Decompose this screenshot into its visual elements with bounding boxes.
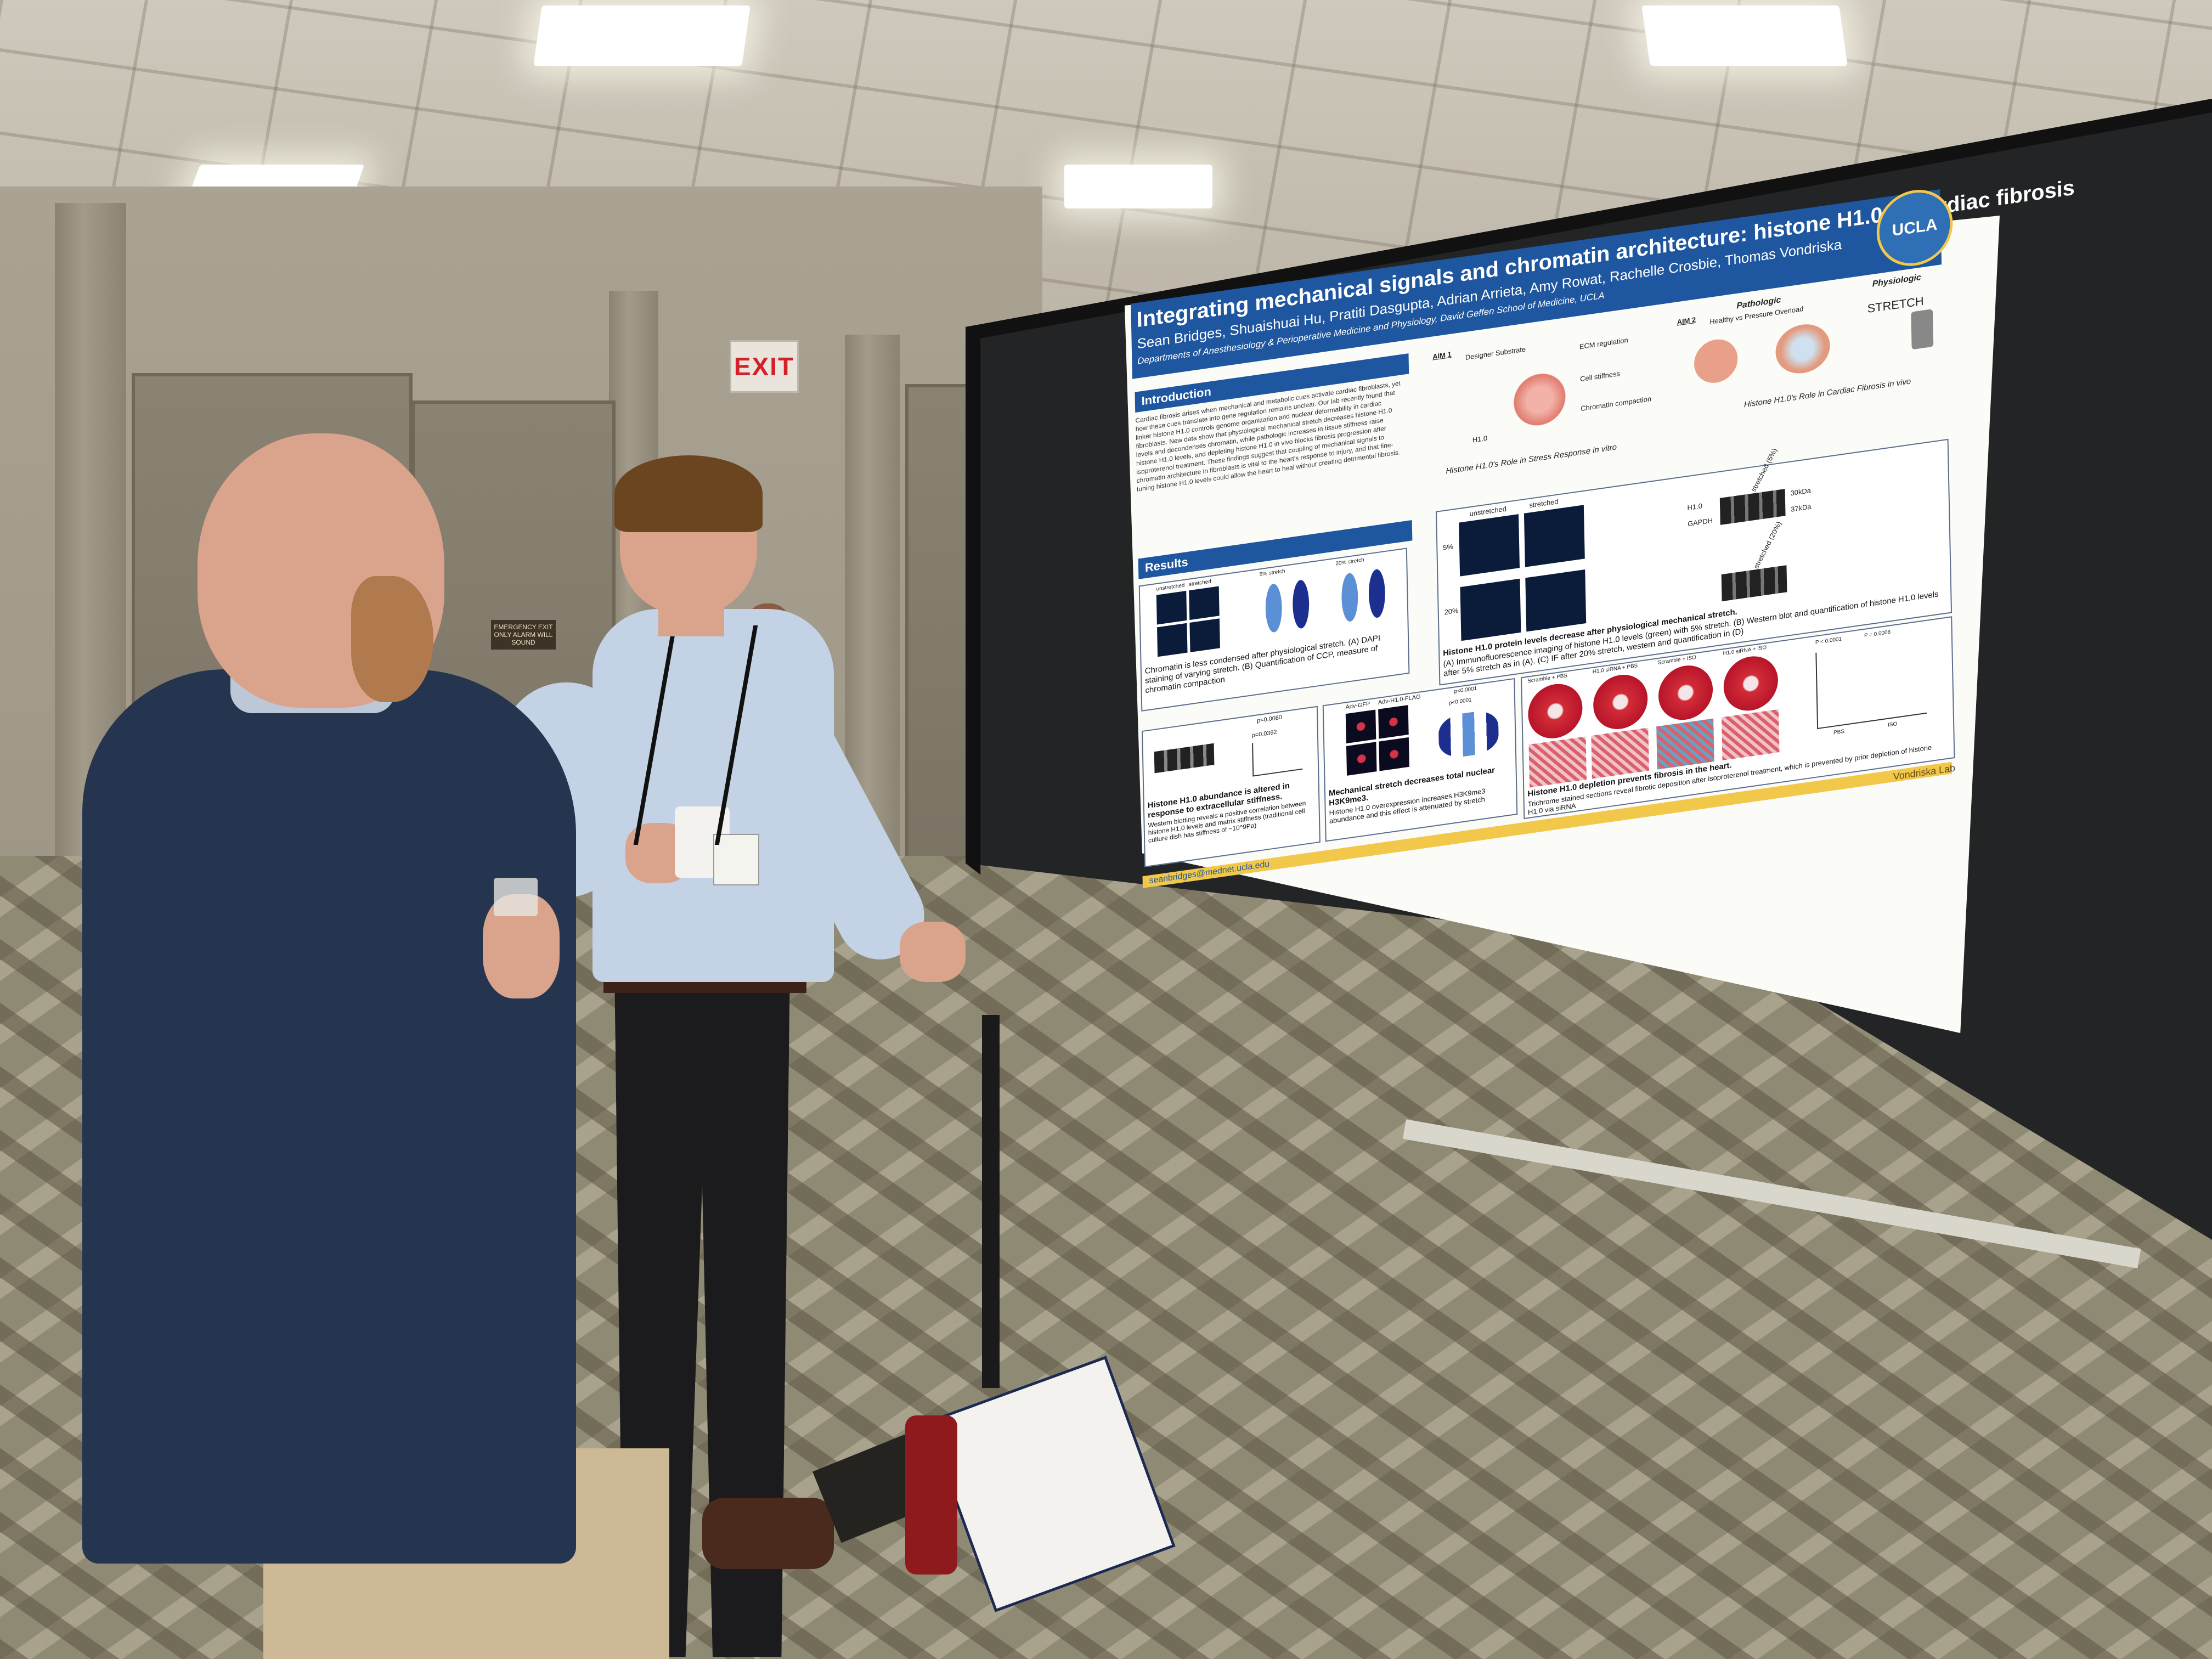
aim1-item: Cell stiffness — [1580, 369, 1621, 383]
aim2-label: AIM 2 — [1677, 315, 1696, 326]
blot-header: stretched (5%) — [1749, 447, 1779, 493]
aim1-item: H1.0 — [1472, 433, 1488, 444]
plastic-cup — [494, 878, 538, 916]
trichrome-image — [1591, 727, 1649, 779]
panel-label: Scramble + ISO — [1657, 654, 1697, 666]
microscopy-image — [1379, 737, 1409, 771]
exit-sign-text: EXIT — [733, 352, 795, 381]
heart-section-image — [1658, 662, 1714, 724]
aim2-physiologic: Physiologic — [1872, 273, 1921, 289]
panel-label: H1.0 siRNA + ISO — [1723, 644, 1767, 657]
western-blot — [1719, 489, 1786, 525]
blot-label: H1.0 — [1687, 501, 1702, 512]
microscopy-image — [1189, 618, 1220, 652]
panel-label: stretched — [1188, 578, 1211, 588]
violin-plot — [1368, 568, 1386, 619]
microscopy-image — [1459, 514, 1520, 577]
panel-label: unstretched — [1469, 504, 1507, 518]
aim2-caption: Histone H1.0's Role in Cardiac Fibrosis … — [1743, 376, 1911, 410]
visitor-jacket — [82, 669, 576, 1564]
blot-label: 30kDa — [1790, 486, 1812, 498]
aim1-item: Designer Substrate — [1465, 345, 1526, 362]
microscopy-image — [1378, 705, 1409, 739]
blot-label: GAPDH — [1688, 516, 1713, 528]
board-leg — [982, 1015, 1000, 1388]
heart-section-image — [1593, 671, 1649, 733]
stiffness-panel: p=0.0080 p=0.0392 Histone H1.0 abundance… — [1142, 706, 1321, 868]
violin-plot — [1438, 708, 1499, 760]
p-value: P = 0.0008 — [1864, 629, 1891, 639]
aim1-box: AIM 1 Designer Substrate ECM regulation … — [1432, 320, 1663, 498]
blot-label: 37kDa — [1791, 502, 1812, 514]
presenter-shoes — [702, 1498, 834, 1569]
ceiling-light — [1064, 165, 1212, 208]
p-value: p<0.0001 — [1448, 697, 1472, 707]
ceiling-light — [1641, 5, 1848, 66]
panel-label: 5% stretch — [1259, 568, 1285, 578]
bar-chart — [1252, 736, 1303, 777]
aim1-caption: Histone H1.0's Role in Stress Response i… — [1446, 442, 1617, 476]
violin-plot — [1265, 583, 1283, 634]
fibrotic-tissue-icon — [1775, 320, 1831, 377]
p-value: p<0.0001 — [1454, 685, 1477, 695]
aim1-item: Chromatin compaction — [1581, 394, 1652, 413]
ceiling-light — [533, 5, 751, 66]
microscope-icon — [1911, 309, 1934, 350]
violin-plot — [1292, 579, 1310, 630]
microscopy-image — [1157, 623, 1188, 657]
blot-header: stretched (20%) — [1752, 520, 1784, 570]
panel-label: 20% stretch — [1335, 557, 1364, 567]
microscopy-image — [1345, 709, 1376, 744]
panel-label: Scramble + PBS — [1527, 673, 1568, 685]
panel-label: 20% — [1444, 606, 1459, 617]
exit-sign: EXIT — [730, 340, 799, 393]
p-value: p=0.0080 — [1257, 714, 1283, 725]
aim1-label: AIM 1 — [1432, 350, 1452, 361]
emergency-placard-text: EMERGENCY EXIT ONLY ALARM WILL SOUND — [494, 623, 553, 646]
trichrome-image — [1721, 709, 1780, 760]
p-value: P < 0.0001 — [1815, 636, 1842, 646]
panel-label: Adv-GFP — [1345, 701, 1370, 711]
axis-group-label: ISO — [1887, 721, 1898, 729]
scatter-chart — [1815, 637, 1927, 730]
panel-label: stretched — [1529, 497, 1559, 510]
name-badge — [713, 834, 759, 885]
violin-plot — [1341, 572, 1359, 623]
presenter-right-hand — [900, 922, 966, 982]
microscopy-image — [1525, 569, 1587, 632]
panel-label: unstretched — [1156, 582, 1185, 592]
microscopy-image — [1189, 586, 1220, 620]
water-bottle — [905, 1415, 957, 1575]
microscopy-image — [1346, 742, 1377, 776]
microscopy-image — [1460, 578, 1521, 641]
presenter-hair — [614, 455, 763, 532]
panel-label: H1.0 siRNA + PBS — [1592, 663, 1638, 675]
western-blot — [1721, 565, 1787, 602]
trichrome-image — [1528, 736, 1587, 788]
western-blot — [1154, 743, 1215, 774]
visitor-beard — [351, 576, 433, 702]
p-value: p=0.0392 — [1251, 729, 1277, 739]
cell-illustration — [1509, 365, 1570, 433]
microscopy-image — [1156, 590, 1187, 625]
heart-section-image — [1723, 652, 1779, 714]
heart-tissue-icon — [1694, 336, 1739, 386]
heart-section-image — [1527, 680, 1583, 742]
panel-label: 5% — [1443, 542, 1454, 552]
axis-group-label: PBS — [1833, 728, 1845, 736]
emergency-placard: EMERGENCY EXIT ONLY ALARM WILL SOUND — [491, 620, 556, 650]
trichrome-image — [1656, 718, 1714, 770]
panel-label: Adv-H1.0-FLAG — [1378, 693, 1421, 706]
poster-content: Integrating mechanical signals and chrom… — [1125, 93, 2075, 1017]
h3k9-panel: Adv-GFP Adv-H1.0-FLAG p<0.0001 p<0.0001 … — [1322, 678, 1518, 842]
aim1-item: ECM regulation — [1579, 336, 1628, 351]
microscopy-image — [1523, 505, 1585, 567]
